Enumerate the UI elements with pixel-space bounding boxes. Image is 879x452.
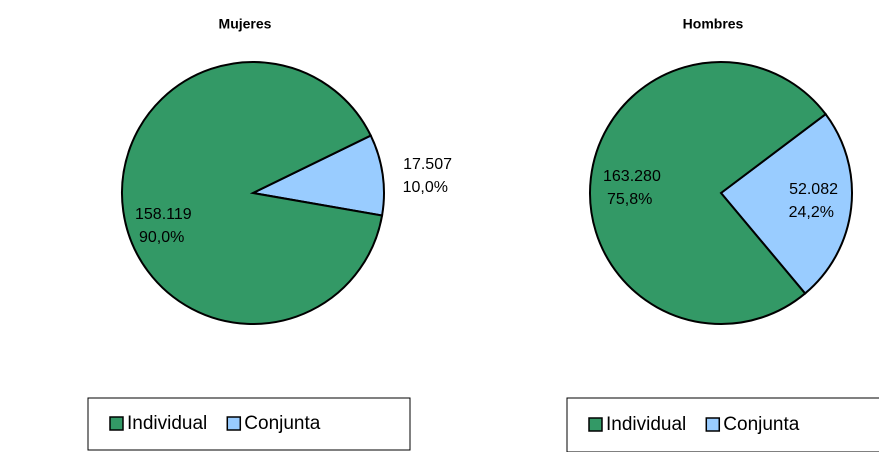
legend-swatch [588,417,603,432]
percent-label: 75,8% [607,191,652,208]
legend-swatch [705,417,721,432]
legend-box [87,397,411,451]
percent-label: 90,0% [139,229,184,246]
data-label: 158.119 [135,206,192,223]
legend-swatch [109,416,124,431]
legend-label: Conjunta [723,414,799,435]
legend-label: Individual [127,413,207,434]
data-label: 163.280 [603,168,661,185]
data-label: 52.082 [789,181,838,198]
pie-slice [719,112,853,295]
legend-label: Individual [606,414,686,435]
percent-label: 10,0% [403,179,448,196]
chart-title: Mujeres [219,16,272,32]
chart-title: Hombres [683,16,744,32]
legend-label: Conjunta [244,413,320,434]
legend-box [566,397,879,452]
legend-swatch [226,416,242,431]
pie-slice [589,61,828,325]
pie-slice [121,61,384,325]
percent-label: 24,2% [789,204,834,221]
pie-slice [249,134,385,217]
data-label: 17.507 [403,156,452,173]
